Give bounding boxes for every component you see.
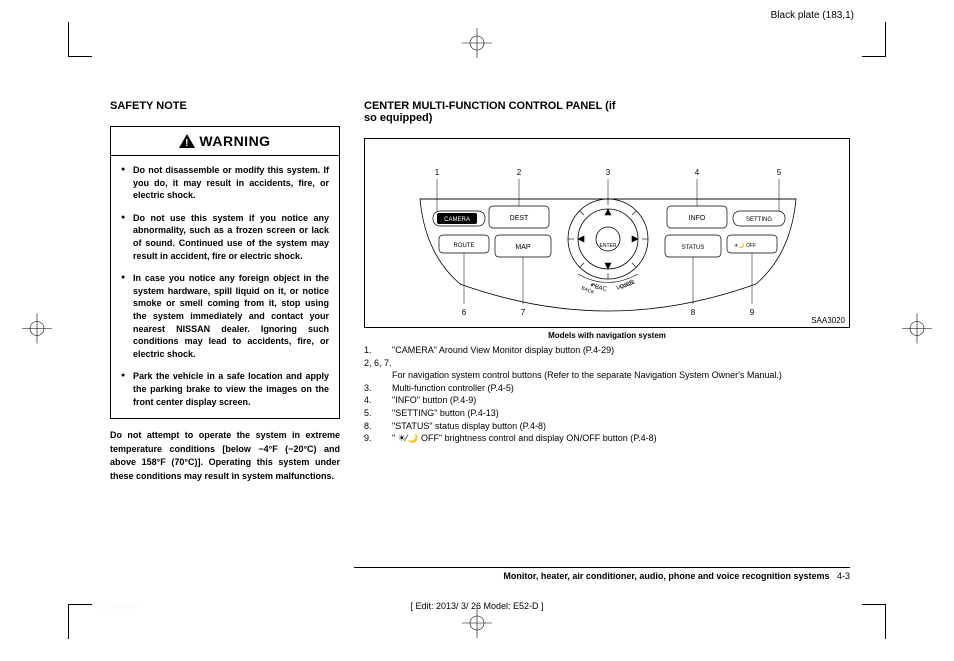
- legend-row: 1."CAMERA" Around View Monitor display b…: [364, 344, 850, 357]
- registration-mark-icon: [462, 28, 492, 63]
- svg-text:MAP: MAP: [515, 244, 531, 251]
- diagram-id: SAA3020: [811, 316, 845, 325]
- crop-mark: [885, 22, 886, 56]
- legend-number: 8.: [364, 420, 392, 433]
- temperature-note: Do not attempt to operate the system in …: [110, 429, 340, 483]
- svg-text:ENTER: ENTER: [600, 243, 617, 249]
- right-column: CENTER MULTI-FUNCTION CONTROL PANEL (if …: [364, 100, 850, 483]
- crop-mark: [885, 605, 886, 639]
- warning-bullet: Do not use this system if you notice any…: [121, 212, 329, 262]
- legend-text: "INFO" button (P.4-9): [392, 394, 850, 407]
- registration-mark-icon: [902, 313, 932, 348]
- crop-mark: [68, 22, 69, 56]
- control-panel-title: CENTER MULTI-FUNCTION CONTROL PANEL (if …: [364, 100, 624, 124]
- plate-header: Black plate (183,1): [771, 10, 854, 21]
- left-column: SAFETY NOTE ! WARNING Do not disassemble…: [110, 100, 340, 483]
- legend-number: 5.: [364, 407, 392, 420]
- legend-text: "SETTING" button (P.4-13): [392, 407, 850, 420]
- legend-number: 4.: [364, 394, 392, 407]
- legend-number: 1.: [364, 344, 392, 357]
- legend-text: "CAMERA" Around View Monitor display but…: [392, 344, 850, 357]
- page-number: 4-3: [837, 571, 850, 581]
- diagram-caption: Models with navigation system: [364, 331, 850, 340]
- svg-text:VOICE: VOICE: [620, 279, 637, 291]
- warning-triangle-icon: !: [179, 134, 195, 148]
- content-area: SAFETY NOTE ! WARNING Do not disassemble…: [110, 100, 850, 483]
- legend-row: 5."SETTING" button (P.4-13): [364, 407, 850, 420]
- svg-text:6: 6: [462, 308, 467, 317]
- svg-text:↶BACK: ↶BACK: [365, 139, 608, 293]
- legend-text: "STATUS" status display button (P.4-8): [392, 420, 850, 433]
- legend-text: [392, 357, 850, 370]
- legend-text: For navigation system control buttons (R…: [392, 369, 850, 382]
- svg-text:ROUTE: ROUTE: [454, 243, 475, 249]
- registration-mark-icon: [462, 608, 492, 643]
- warning-bullet: In case you notice any foreign object in…: [121, 272, 329, 360]
- footer-section-name: Monitor, heater, air conditioner, audio,…: [503, 571, 829, 581]
- legend-row: 8."STATUS" status display button (P.4-8): [364, 420, 850, 433]
- edit-info: [ Edit: 2013/ 3/ 26 Model: E52-D ]: [410, 601, 543, 611]
- svg-text:2: 2: [517, 168, 522, 177]
- camera-label: CAMERA: [444, 217, 470, 223]
- svg-text:7: 7: [521, 308, 526, 317]
- svg-text:9: 9: [750, 308, 755, 317]
- svg-text:4: 4: [695, 168, 700, 177]
- crop-mark: [68, 56, 92, 57]
- legend-text: Multi-function controller (P.4-5): [392, 382, 850, 395]
- svg-text:INFO: INFO: [689, 215, 706, 222]
- legend-number: 3.: [364, 382, 392, 395]
- legend-number: 9.: [364, 432, 392, 445]
- svg-text:1: 1: [435, 168, 440, 177]
- svg-text:!: !: [185, 138, 189, 148]
- legend-text: " ☀⁄🌙 OFF" brightness control and displa…: [392, 432, 850, 445]
- footer-section: Monitor, heater, air conditioner, audio,…: [354, 567, 850, 581]
- warning-bullet: Park the vehicle in a safe location and …: [121, 370, 329, 408]
- legend-row: 4."INFO" button (P.4-9): [364, 394, 850, 407]
- control-panel-diagram: ENTER: [364, 138, 850, 328]
- svg-text:3: 3: [606, 168, 611, 177]
- legend-row: For navigation system control buttons (R…: [364, 369, 850, 382]
- crop-mark: [862, 56, 886, 57]
- legend-list: 1."CAMERA" Around View Monitor display b…: [364, 344, 850, 445]
- condition-label: Condition:: [100, 601, 141, 611]
- legend-row: 2, 6, 7.: [364, 357, 850, 370]
- legend-row: 9." ☀⁄🌙 OFF" brightness control and disp…: [364, 432, 850, 445]
- legend-number: [364, 369, 392, 382]
- legend-number: 2, 6, 7.: [364, 357, 392, 370]
- safety-note-title: SAFETY NOTE: [110, 100, 340, 112]
- registration-mark-icon: [22, 313, 52, 348]
- svg-text:SETTING: SETTING: [746, 217, 772, 223]
- crop-mark: [68, 604, 92, 605]
- warning-label: WARNING: [199, 133, 270, 149]
- svg-text:STATUS: STATUS: [682, 245, 705, 251]
- svg-text:8: 8: [691, 308, 696, 317]
- warning-bullet: Do not disassemble or modify this system…: [121, 164, 329, 202]
- svg-text:☀🌙 OFF: ☀🌙 OFF: [734, 242, 756, 249]
- warning-body: Do not disassemble or modify this system…: [111, 156, 339, 418]
- page: Black plate (183,1) SAFETY NOTE ! WARNIN…: [0, 0, 954, 661]
- crop-mark: [862, 604, 886, 605]
- svg-text:5: 5: [777, 168, 782, 177]
- warning-box: ! WARNING Do not disassemble or modify t…: [110, 126, 340, 419]
- crop-mark: [68, 605, 69, 639]
- warning-header: ! WARNING: [111, 127, 339, 156]
- legend-row: 3.Multi-function controller (P.4-5): [364, 382, 850, 395]
- svg-text:DEST: DEST: [510, 215, 529, 222]
